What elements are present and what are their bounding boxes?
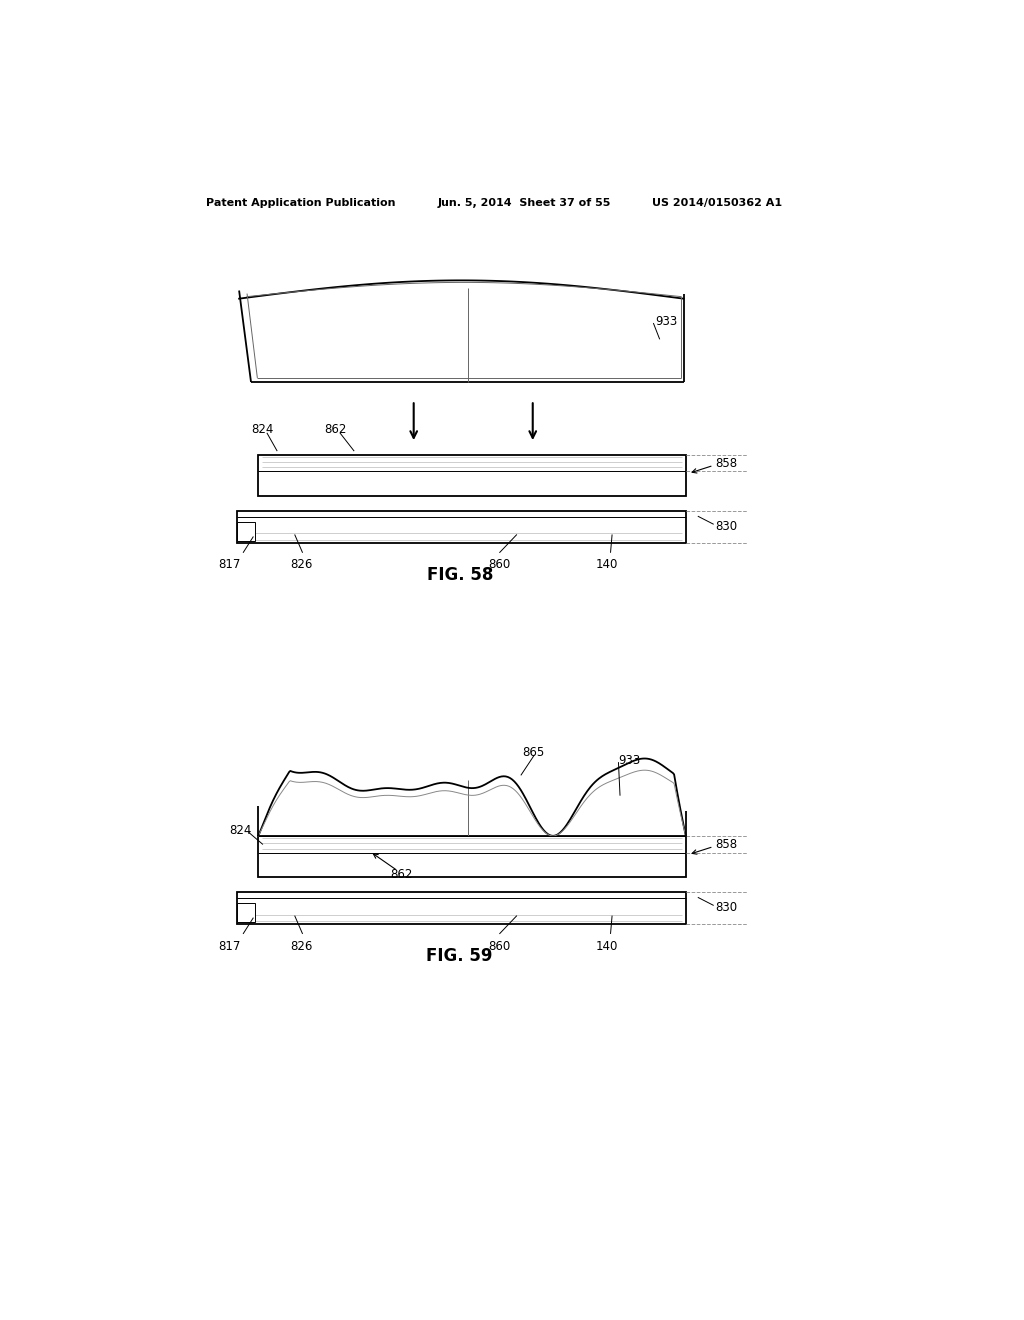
Bar — [258, 455, 686, 496]
Bar — [237, 523, 255, 541]
Text: 140: 140 — [595, 558, 617, 572]
Text: 830: 830 — [715, 520, 737, 533]
Text: 933: 933 — [655, 314, 678, 327]
Text: 826: 826 — [290, 940, 312, 953]
Text: 862: 862 — [390, 869, 413, 882]
Text: 817: 817 — [218, 940, 241, 953]
Text: 140: 140 — [595, 940, 617, 953]
Text: 817: 817 — [218, 558, 241, 572]
Text: 862: 862 — [324, 424, 346, 437]
Text: 824: 824 — [229, 824, 252, 837]
Text: Patent Application Publication: Patent Application Publication — [206, 198, 395, 209]
Text: FIG. 59: FIG. 59 — [426, 948, 493, 965]
Text: 860: 860 — [488, 558, 511, 572]
Text: 858: 858 — [715, 838, 737, 851]
Text: 824: 824 — [251, 424, 273, 437]
Text: Jun. 5, 2014  Sheet 37 of 55: Jun. 5, 2014 Sheet 37 of 55 — [437, 198, 611, 209]
Text: 858: 858 — [715, 457, 737, 470]
Bar — [237, 903, 255, 921]
Text: 826: 826 — [290, 558, 312, 572]
Bar — [237, 892, 686, 924]
Text: 860: 860 — [488, 940, 511, 953]
Bar — [237, 511, 686, 543]
Text: FIG. 58: FIG. 58 — [427, 566, 493, 585]
Text: 830: 830 — [715, 902, 737, 913]
Text: 865: 865 — [522, 747, 545, 759]
Text: 933: 933 — [618, 754, 641, 767]
Text: US 2014/0150362 A1: US 2014/0150362 A1 — [652, 198, 782, 209]
Bar — [258, 837, 686, 876]
